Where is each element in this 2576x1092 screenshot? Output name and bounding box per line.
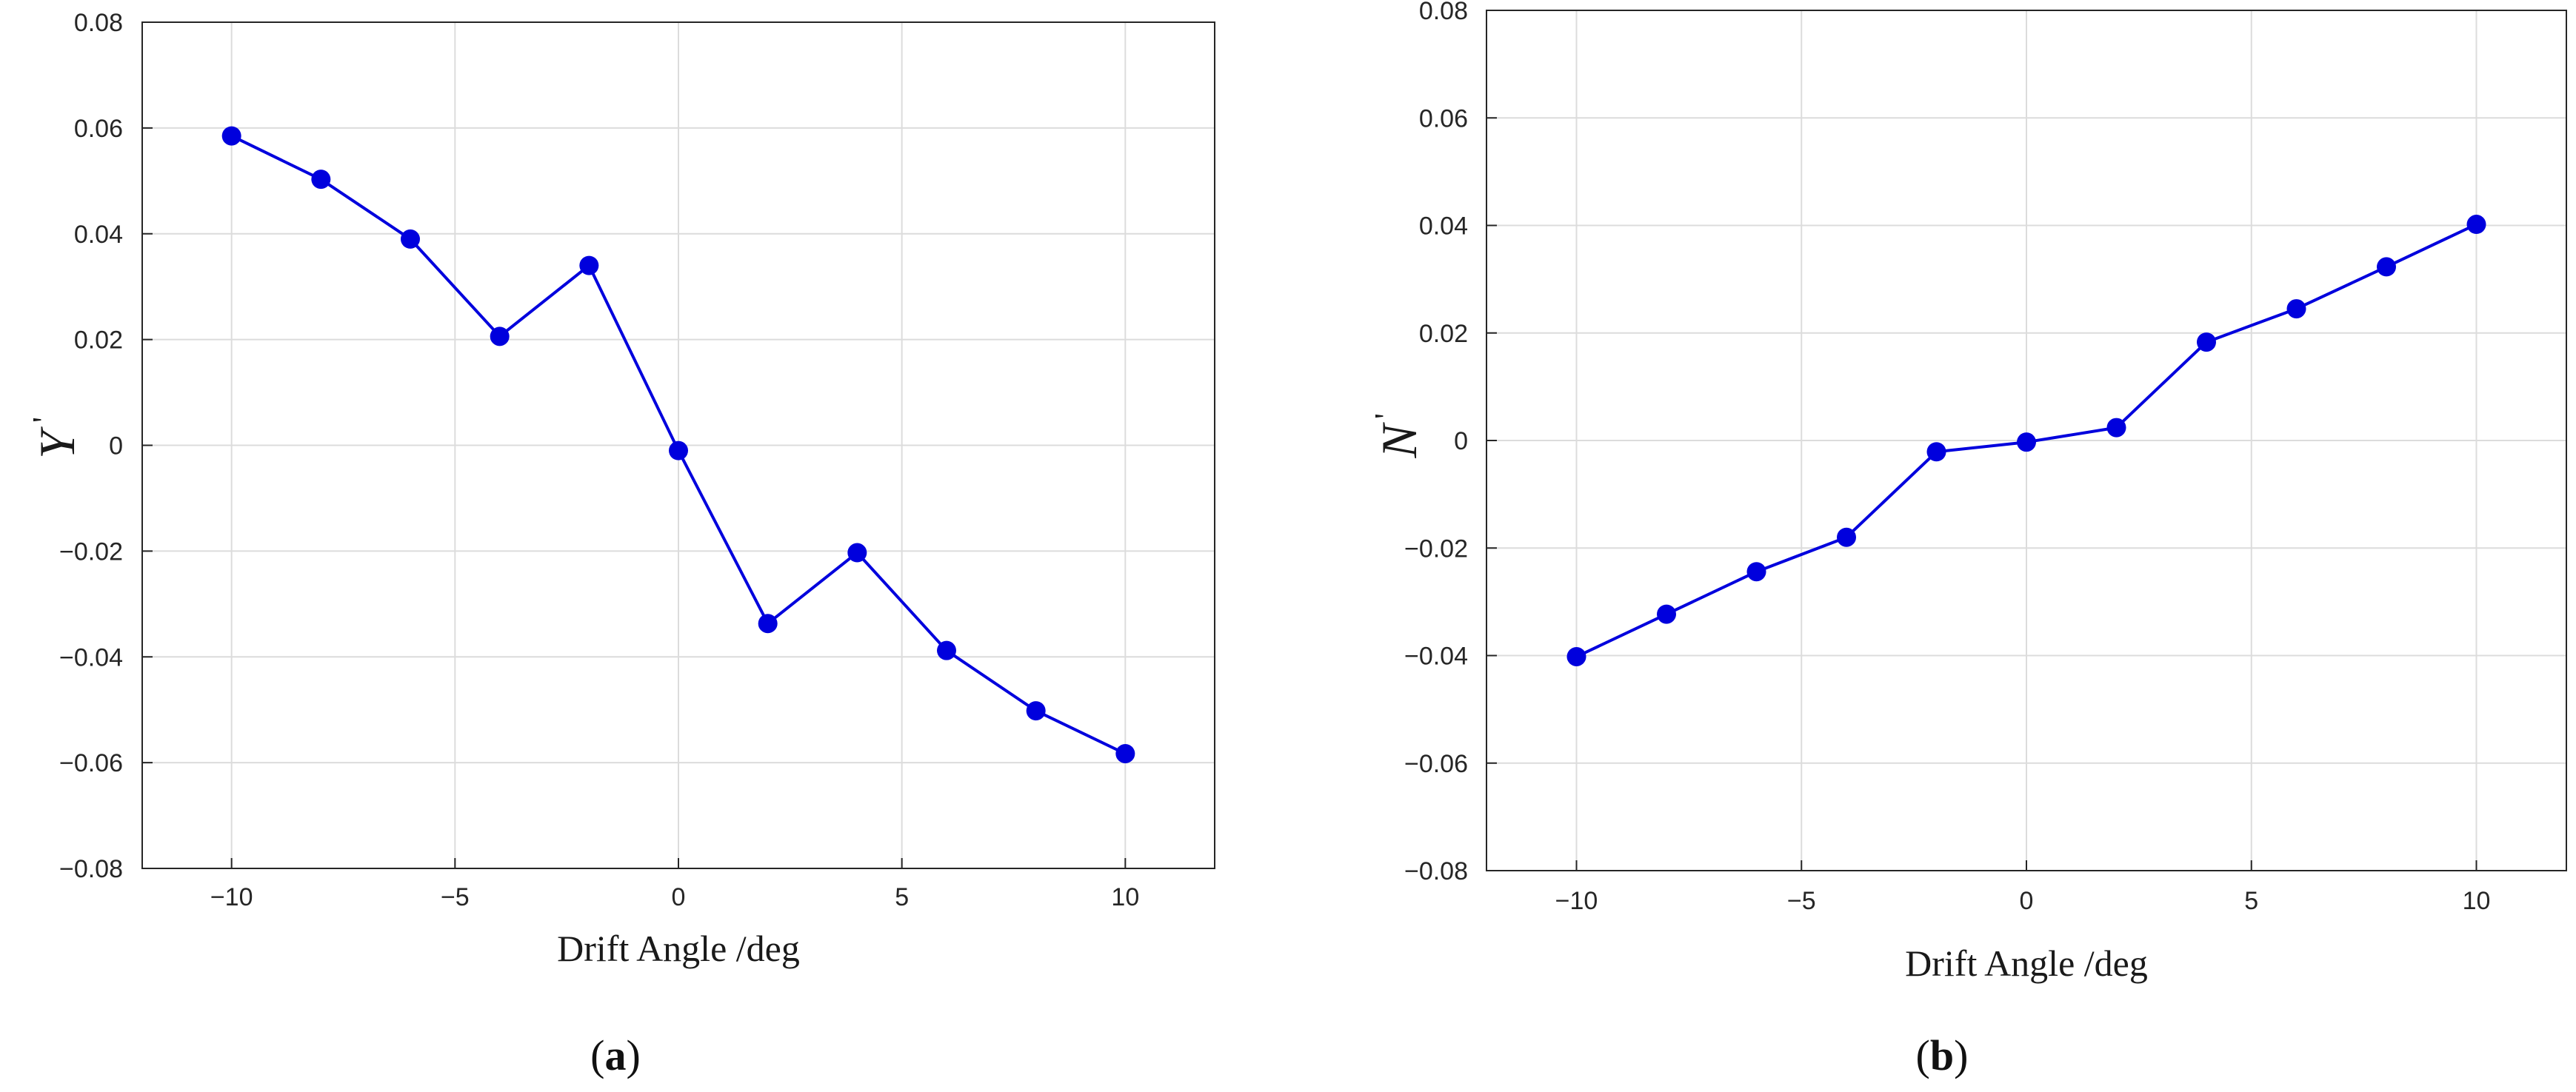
panel-a-data-point bbox=[311, 170, 331, 190]
panel-a-x-tick-label: 5 bbox=[895, 883, 909, 911]
panel-a-data-point bbox=[401, 229, 420, 249]
panel-b-ticks: −10 −5 0 5 10 −0.08 −0.06 −0.04 −0.02 0 0.02 0.04 0.… bbox=[1404, 0, 2490, 915]
panel-a-y-tick-label: 0.04 bbox=[74, 221, 123, 249]
panel-a: −10 −5 0 5 10 −0.08 −0.06 −0.04 −0.02 0 0.02 0.04 0.… bbox=[26, 9, 1215, 1079]
panel-b-y-tick-label: −0.04 bbox=[1404, 643, 1468, 671]
panel-b-data-point bbox=[1657, 604, 1676, 624]
panel-a-x-tick-label: −10 bbox=[210, 883, 253, 911]
panel-b-data-point bbox=[2106, 418, 2126, 438]
panel-b-x-tick-label: 0 bbox=[2020, 887, 2034, 915]
panel-a-y-axis-label-prime: ' bbox=[26, 417, 62, 423]
panel-b-data-point bbox=[2466, 215, 2486, 235]
panel-b-x-tick-label: 5 bbox=[2244, 887, 2258, 915]
panel-b-y-tick-label: 0.02 bbox=[1419, 320, 1468, 348]
panel-a-x-tick-label: 10 bbox=[1111, 883, 1139, 911]
panel-a-y-tick-label: −0.06 bbox=[59, 749, 123, 777]
panel-b-y-tick-label: −0.06 bbox=[1404, 750, 1468, 778]
panel-a-y-tick-label: −0.02 bbox=[59, 537, 123, 566]
panel-a-y-tick-label: −0.08 bbox=[59, 855, 123, 883]
panel-a-data-point bbox=[1026, 701, 1046, 721]
panel-a-y-tick-label: 0.06 bbox=[74, 115, 123, 143]
panel-b-data-point bbox=[2377, 257, 2396, 277]
panel-a-data-point bbox=[669, 441, 688, 460]
panel-a-y-tick-label: 0 bbox=[109, 432, 123, 460]
panel-a-data-point bbox=[579, 255, 599, 275]
panel-b: −10 −5 0 5 10 −0.08 −0.06 −0.04 −0.02 0 0.02 0.04 0.… bbox=[1368, 0, 2567, 1079]
panel-b-y-tick-label: 0 bbox=[1454, 427, 1468, 455]
panel-b-data-point bbox=[1566, 646, 1586, 666]
panel-b-y-tick-label: −0.08 bbox=[1404, 857, 1468, 885]
panel-b-data-point bbox=[1837, 527, 1856, 547]
panel-a-caption-close: ) bbox=[627, 1031, 641, 1079]
panel-a-data-point bbox=[847, 543, 867, 563]
panel-b-data-point bbox=[2197, 332, 2216, 352]
panel-b-y-tick-label: −0.02 bbox=[1404, 535, 1468, 563]
panel-a-data-point bbox=[490, 326, 510, 346]
panel-b-caption-close: ) bbox=[1954, 1031, 1968, 1079]
panel-b-y-tick-label: 0.08 bbox=[1419, 0, 1468, 25]
panel-b-series bbox=[1566, 215, 2486, 666]
panel-a-y-axis-label: Y bbox=[29, 426, 85, 459]
panel-b-x-tick-label: −10 bbox=[1555, 887, 1598, 915]
panel-b-caption: (b) bbox=[1916, 1031, 1969, 1079]
panel-b-grid bbox=[1486, 10, 2566, 871]
panel-a-series bbox=[221, 126, 1135, 763]
panel-b-data-point bbox=[2286, 299, 2306, 319]
panel-a-x-axis-label: Drift Angle /deg bbox=[557, 928, 800, 969]
panel-a-y-tick-label: −0.04 bbox=[59, 643, 123, 671]
panel-a-y-tick-label: 0.02 bbox=[74, 326, 123, 355]
panel-b-caption-open: ( bbox=[1916, 1031, 1930, 1079]
panel-b-y-axis-label-prime: ' bbox=[1368, 413, 1404, 419]
panel-b-y-tick-label: 0.04 bbox=[1419, 212, 1468, 241]
panel-b-x-tick-label: 10 bbox=[2463, 887, 2491, 915]
panel-a-data-point bbox=[221, 126, 241, 146]
panel-b-x-axis-label: Drift Angle /deg bbox=[1905, 942, 2148, 984]
panel-a-caption: (a) bbox=[590, 1031, 641, 1079]
panel-a-x-tick-label: −5 bbox=[441, 883, 470, 911]
panel-a-x-tick-label: 0 bbox=[672, 883, 686, 911]
panel-b-data-point bbox=[1746, 562, 1766, 582]
panel-b-y-axis-label: N bbox=[1371, 422, 1427, 459]
panel-a-ticks: −10 −5 0 5 10 −0.08 −0.06 −0.04 −0.02 0 0.02 0.04 0.… bbox=[59, 9, 1139, 911]
panel-b-data-point bbox=[1926, 442, 1946, 462]
panel-a-caption-open: ( bbox=[590, 1031, 604, 1079]
panel-b-y-axis-label-group: N ' bbox=[1368, 413, 1427, 459]
panel-b-y-tick-label: 0.06 bbox=[1419, 104, 1468, 133]
panel-a-y-tick-label: 0.08 bbox=[74, 9, 123, 37]
panel-a-data-point bbox=[937, 640, 956, 660]
panel-b-data-point bbox=[2017, 432, 2036, 452]
panel-a-caption-letter: a bbox=[605, 1031, 627, 1079]
panel-a-data-point bbox=[758, 614, 778, 634]
panel-b-caption-letter: b bbox=[1930, 1031, 1954, 1079]
panel-b-x-tick-label: −5 bbox=[1787, 887, 1816, 915]
panel-a-data-point bbox=[1115, 743, 1135, 763]
panel-a-y-axis-label-group: Y ' bbox=[26, 417, 85, 459]
